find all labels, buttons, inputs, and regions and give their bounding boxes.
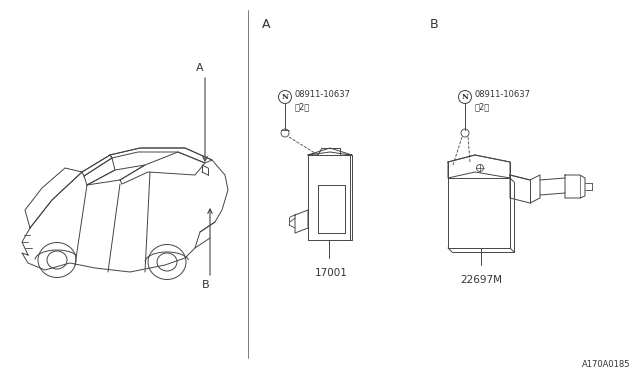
Text: N: N xyxy=(461,93,468,101)
Text: 08911-10637: 08911-10637 xyxy=(295,90,351,99)
Text: （2）: （2） xyxy=(475,102,490,111)
Text: 22697M: 22697M xyxy=(460,275,502,285)
Text: A: A xyxy=(262,18,271,31)
Text: A170A0185: A170A0185 xyxy=(582,360,630,369)
Text: 08911-10637: 08911-10637 xyxy=(475,90,531,99)
Text: 17001: 17001 xyxy=(315,268,348,278)
Text: B: B xyxy=(430,18,438,31)
Text: B: B xyxy=(202,280,210,290)
Text: A: A xyxy=(196,63,204,73)
Text: （2）: （2） xyxy=(295,102,310,111)
Text: N: N xyxy=(282,93,289,101)
